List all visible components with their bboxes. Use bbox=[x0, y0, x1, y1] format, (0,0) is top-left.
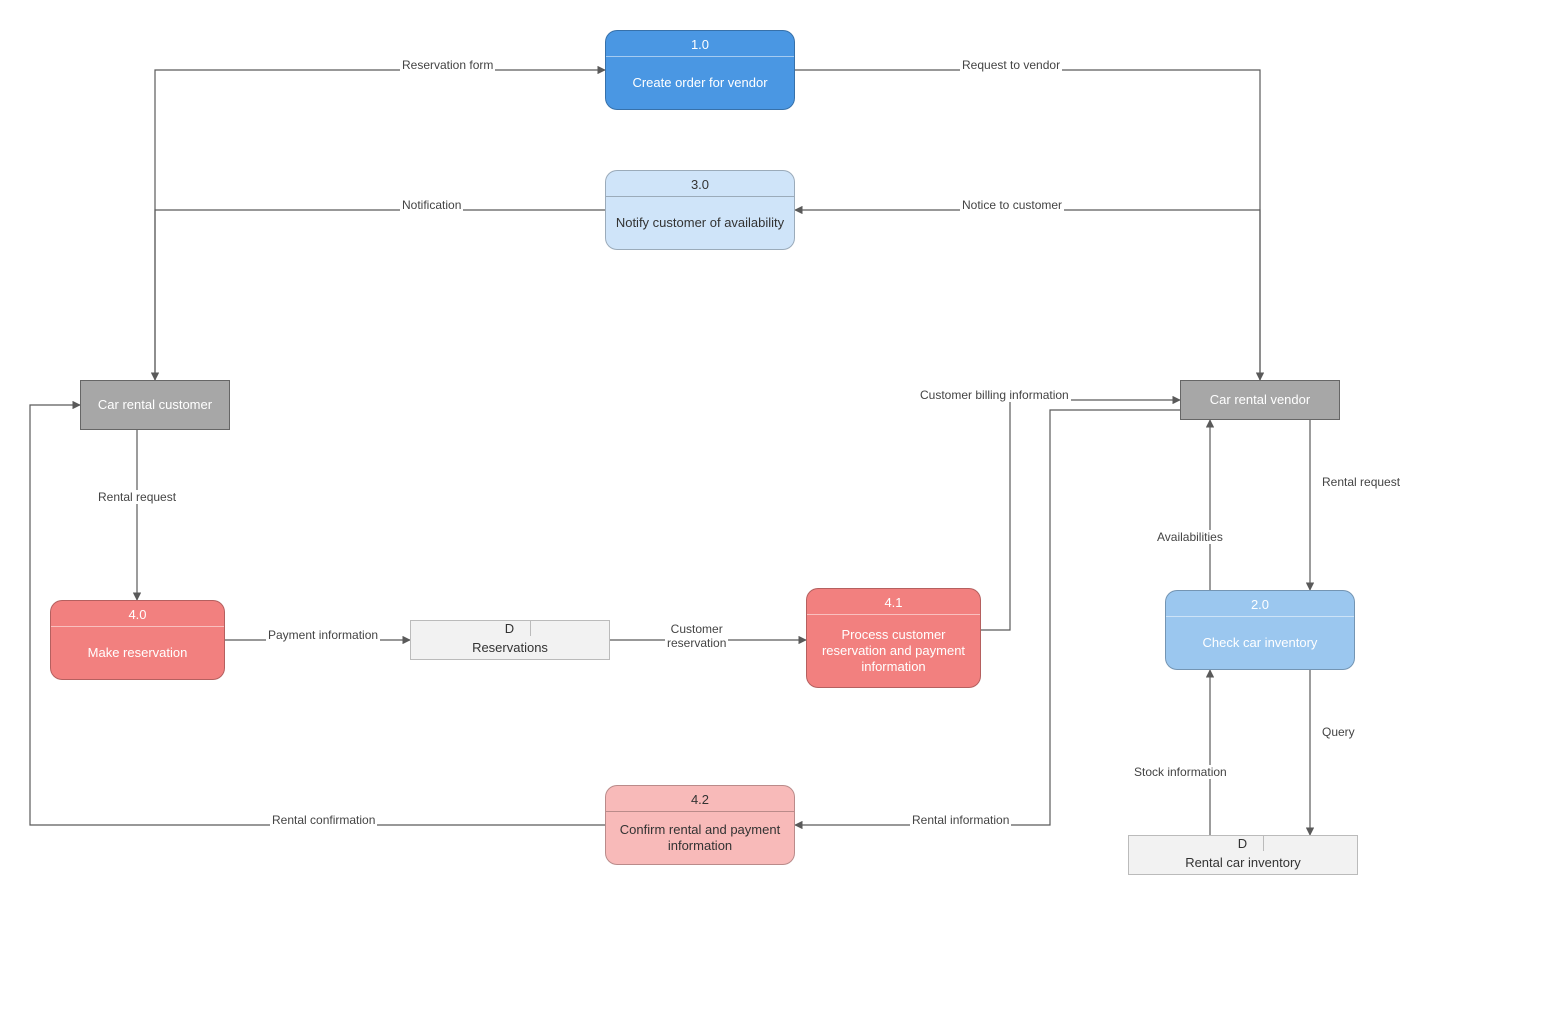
process-num: 4.1 bbox=[807, 589, 980, 615]
process-1-0: 1.0 Create order for vendor bbox=[605, 30, 795, 110]
datastore-label: Rental car inventory bbox=[1175, 851, 1311, 874]
process-label: Make reservation bbox=[80, 627, 196, 679]
process-4-1: 4.1 Process customer reservation and pay… bbox=[806, 588, 981, 688]
process-2-0: 2.0 Check car inventory bbox=[1165, 590, 1355, 670]
entity-vendor: Car rental vendor bbox=[1180, 380, 1340, 420]
edge-label-e3: Notice to customer bbox=[960, 198, 1064, 212]
edge-label-e7: Customerreservation bbox=[665, 622, 728, 651]
process-num: 4.0 bbox=[51, 601, 224, 627]
process-num: 1.0 bbox=[606, 31, 794, 57]
entity-label: Car rental customer bbox=[98, 397, 212, 413]
edge-e8 bbox=[981, 400, 1180, 630]
edge-label-e2: Request to vendor bbox=[960, 58, 1062, 72]
edge-e3 bbox=[795, 210, 1260, 380]
process-label: Process customer reservation and payment… bbox=[807, 615, 980, 687]
process-label: Create order for vendor bbox=[624, 57, 775, 109]
edge-label-e5: Rental request bbox=[96, 490, 178, 504]
datastore-reservations: D Reservations bbox=[410, 620, 610, 660]
edge-e2 bbox=[795, 70, 1260, 380]
process-4-2: 4.2 Confirm rental and payment informati… bbox=[605, 785, 795, 865]
edge-label-e8: Customer billing information bbox=[918, 388, 1071, 402]
edge-label-e9: Rental information bbox=[910, 813, 1011, 827]
edge-label-e6: Payment information bbox=[266, 628, 380, 642]
process-label: Notify customer of availability bbox=[608, 197, 792, 249]
entity-customer: Car rental customer bbox=[80, 380, 230, 430]
edge-label-e10: Rental confirmation bbox=[270, 813, 377, 827]
process-num: 3.0 bbox=[606, 171, 794, 197]
entity-label: Car rental vendor bbox=[1210, 392, 1310, 408]
edge-label-e1: Reservation form bbox=[400, 58, 495, 72]
edge-label-e11: Rental request bbox=[1320, 475, 1402, 489]
edge-e4 bbox=[155, 210, 605, 380]
process-3-0: 3.0 Notify customer of availability bbox=[605, 170, 795, 250]
datastore-inventory: D Rental car inventory bbox=[1128, 835, 1358, 875]
edge-label-e13: Query bbox=[1320, 725, 1357, 739]
process-label: Confirm rental and payment information bbox=[606, 812, 794, 864]
datastore-tag: D bbox=[490, 621, 531, 636]
process-4-0: 4.0 Make reservation bbox=[50, 600, 225, 680]
process-num: 4.2 bbox=[606, 786, 794, 812]
edge-label-e4: Notification bbox=[400, 198, 463, 212]
process-num: 2.0 bbox=[1166, 591, 1354, 617]
edge-e1 bbox=[155, 70, 605, 380]
edge-label-e14: Stock information bbox=[1132, 765, 1229, 779]
datastore-tag: D bbox=[1223, 836, 1264, 851]
edge-label-e12: Availabilities bbox=[1155, 530, 1225, 544]
process-label: Check car inventory bbox=[1195, 617, 1326, 669]
datastore-label: Reservations bbox=[462, 636, 558, 659]
